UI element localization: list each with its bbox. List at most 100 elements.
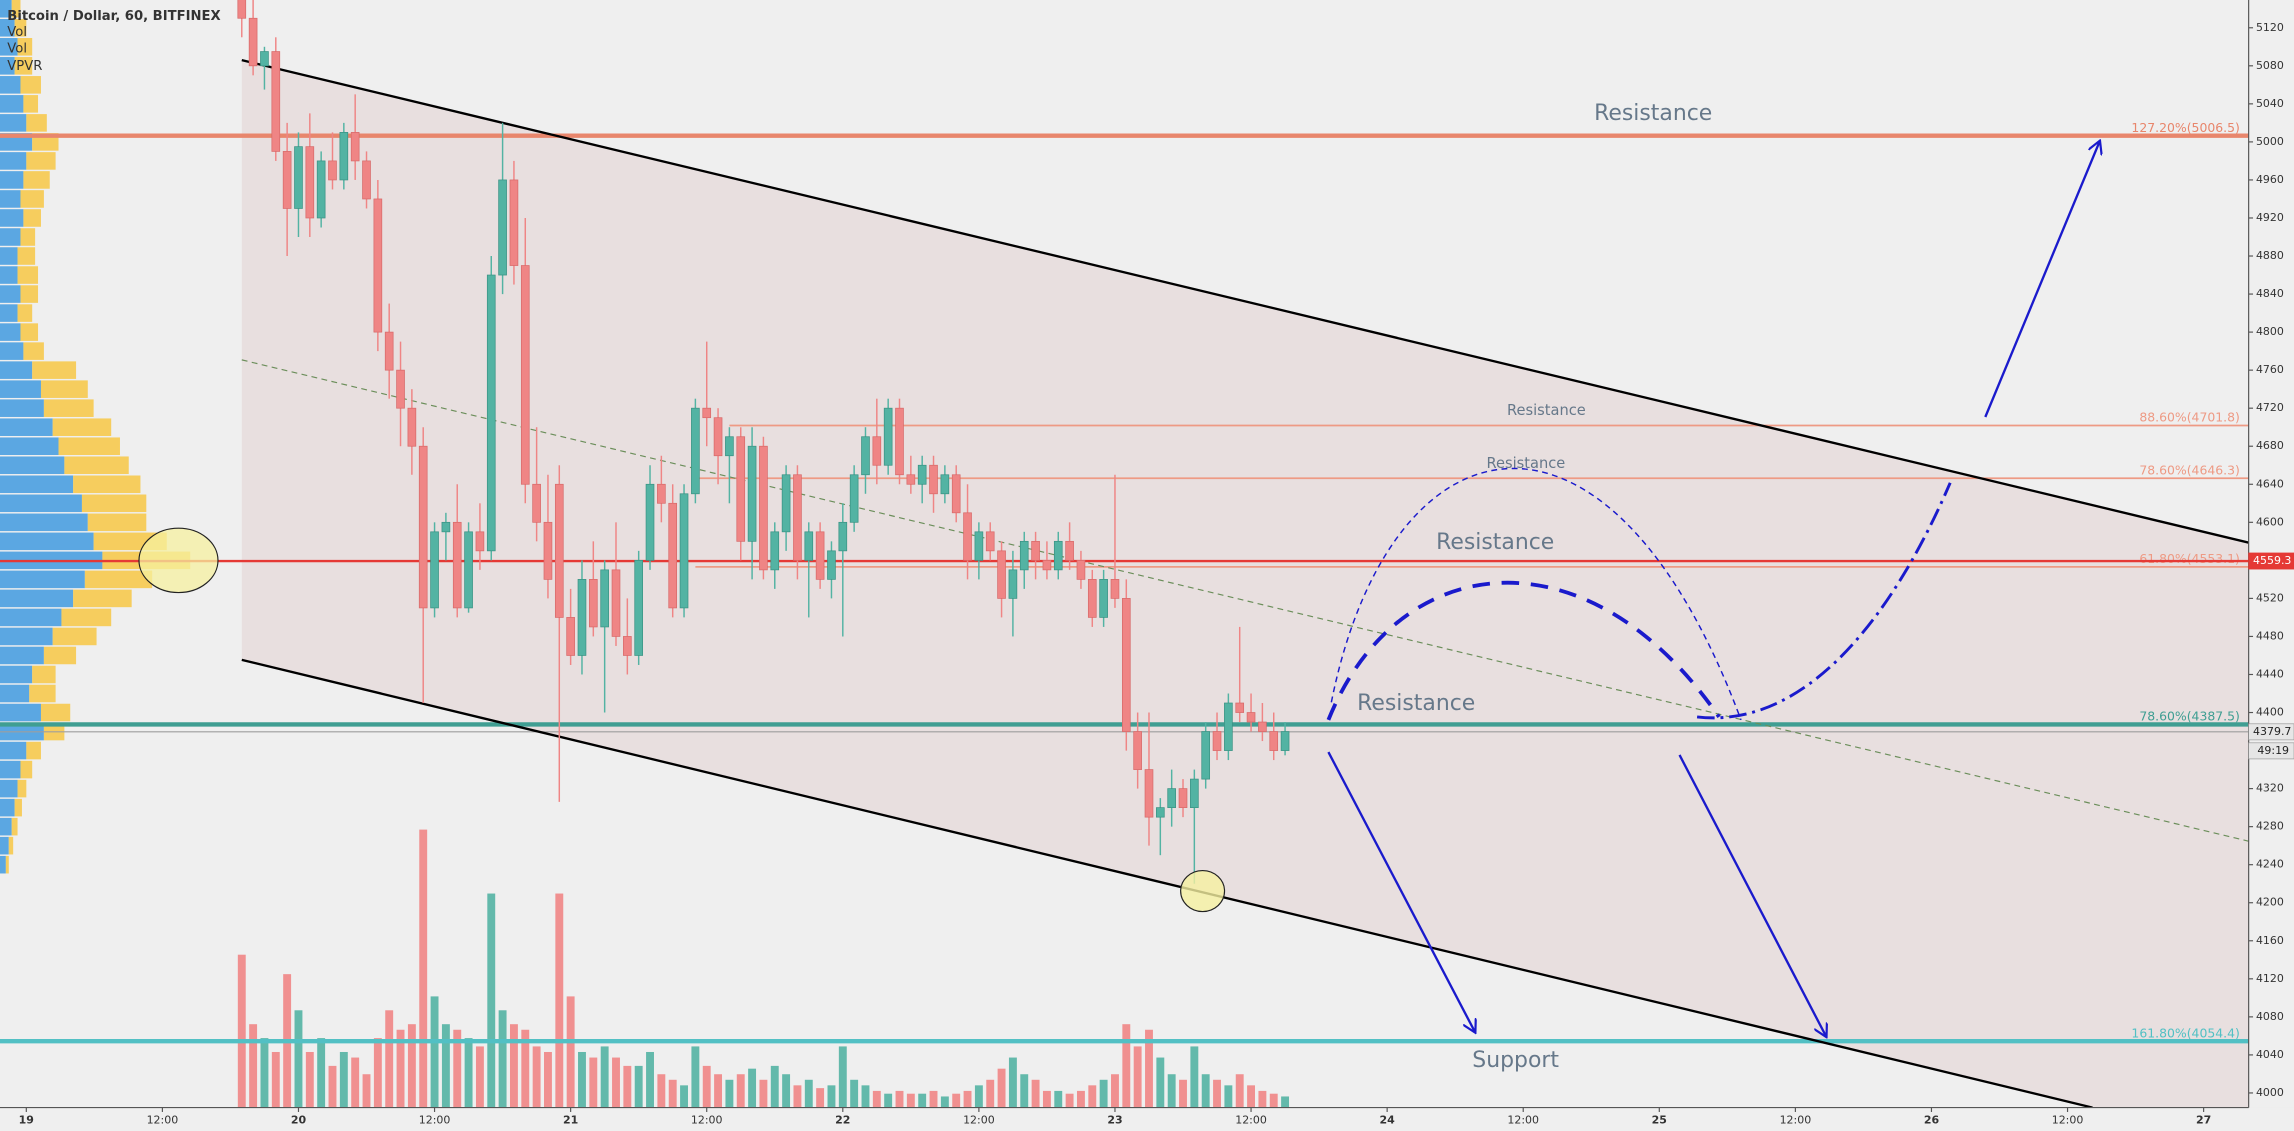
candle-body bbox=[260, 51, 269, 67]
candle-body bbox=[418, 445, 428, 609]
candle-body bbox=[350, 132, 360, 162]
candle-body bbox=[827, 550, 836, 580]
volume-bar bbox=[294, 1010, 303, 1108]
candle-body bbox=[271, 51, 281, 152]
volume-bar bbox=[1111, 1074, 1119, 1108]
candle-body bbox=[1065, 540, 1074, 561]
vpvr-up bbox=[0, 152, 27, 170]
volume-bar bbox=[623, 1065, 632, 1108]
volume-bar bbox=[1235, 1074, 1244, 1108]
vpvr-down bbox=[26, 114, 47, 132]
volume-bar bbox=[884, 1093, 893, 1108]
indicator-label: Vol bbox=[7, 41, 27, 56]
candle-body bbox=[282, 151, 292, 209]
candle-body bbox=[430, 531, 439, 609]
x-tick-label: 12:00 bbox=[963, 1114, 995, 1127]
volume-bar bbox=[657, 1074, 666, 1108]
vpvr-down bbox=[17, 266, 39, 284]
y-tick-label: 4440 bbox=[2256, 667, 2284, 680]
vpvr-up bbox=[0, 285, 21, 303]
volume-bar bbox=[578, 1051, 586, 1108]
y-tick-label: 4640 bbox=[2256, 477, 2284, 490]
y-tick-label: 4960 bbox=[2256, 173, 2284, 186]
candle-body bbox=[940, 474, 950, 495]
price-label-box bbox=[2248, 552, 2294, 570]
vpvr-down bbox=[5, 855, 9, 874]
vpvr-up bbox=[0, 399, 44, 417]
volume-bar bbox=[1247, 1085, 1256, 1108]
volume-bar bbox=[475, 1046, 484, 1108]
volume-bar bbox=[714, 1074, 723, 1108]
vpvr-up bbox=[0, 418, 53, 436]
x-tick-label: 12:00 bbox=[1507, 1114, 1539, 1127]
candle-body bbox=[951, 474, 961, 514]
x-tick-label: 20 bbox=[291, 1114, 307, 1127]
volume-bar bbox=[1076, 1090, 1085, 1108]
projection-curve bbox=[1326, 580, 1721, 721]
y-tick-label: 4680 bbox=[2256, 439, 2284, 452]
countdown-box bbox=[2248, 742, 2294, 760]
volume-bar bbox=[952, 1093, 961, 1108]
x-tick-label: 12:00 bbox=[1235, 1114, 1267, 1127]
indicator-label: VPVR bbox=[7, 59, 42, 74]
channel-fill bbox=[241, 60, 2249, 1108]
volume-bar bbox=[1201, 1074, 1210, 1108]
vpvr-up bbox=[0, 513, 88, 532]
volume-bar bbox=[1213, 1079, 1221, 1108]
volume-bar bbox=[1190, 1046, 1199, 1108]
volume-bar bbox=[986, 1079, 995, 1108]
price-label: 4559.3 bbox=[2253, 554, 2291, 567]
volume-bar bbox=[782, 1074, 791, 1108]
y-tick-label: 4520 bbox=[2256, 591, 2284, 604]
vpvr-down bbox=[84, 570, 153, 589]
chart-title: Bitcoin / Dollar, 60, BITFINEX bbox=[7, 9, 220, 24]
projection-arrow bbox=[1327, 751, 1474, 1031]
vpvr-down bbox=[17, 304, 33, 322]
candle-body bbox=[1246, 712, 1256, 723]
x-axis-panel bbox=[0, 1107, 2294, 1131]
y-tick-label: 4200 bbox=[2256, 896, 2284, 909]
volume-bar bbox=[487, 893, 496, 1108]
annotation: Resistance bbox=[1594, 101, 1712, 126]
volume-bar bbox=[1269, 1093, 1278, 1108]
volume-bar bbox=[498, 1010, 507, 1108]
vpvr-down bbox=[26, 152, 56, 170]
volume-bar bbox=[748, 1068, 757, 1108]
volume-bar bbox=[759, 1079, 768, 1108]
vpvr-down bbox=[43, 646, 77, 665]
candle-body bbox=[838, 521, 848, 552]
projection-arrow bbox=[1678, 754, 1826, 1036]
volume-bar bbox=[430, 996, 439, 1108]
y-tick-label: 4080 bbox=[2256, 1010, 2284, 1023]
vpvr-down bbox=[23, 171, 50, 189]
volume-bar bbox=[328, 1065, 337, 1108]
candle-body bbox=[486, 274, 496, 552]
vpvr-up bbox=[0, 684, 30, 703]
x-tick-label: 25 bbox=[1652, 1114, 1667, 1127]
candle-body bbox=[543, 521, 553, 580]
vpvr-up bbox=[0, 171, 24, 189]
candle-body bbox=[1156, 807, 1165, 818]
vpvr-up bbox=[0, 855, 6, 874]
volume-bar bbox=[793, 1085, 802, 1108]
candle-body bbox=[1212, 731, 1222, 751]
volume-bar bbox=[362, 1074, 371, 1108]
candle-body bbox=[1280, 731, 1290, 751]
candle-body bbox=[1110, 579, 1120, 599]
vpvr-up bbox=[0, 247, 18, 265]
candle-body bbox=[509, 179, 519, 266]
volume-bar bbox=[974, 1085, 983, 1108]
candle-body bbox=[974, 531, 984, 561]
vpvr-down bbox=[52, 627, 97, 646]
volume-bar bbox=[1224, 1085, 1233, 1108]
volume-bar bbox=[1031, 1079, 1040, 1108]
vpvr-up bbox=[0, 361, 33, 379]
candle-body bbox=[316, 160, 326, 219]
vpvr-down bbox=[73, 589, 132, 608]
indicator-label: Vol bbox=[7, 25, 27, 40]
candle-body bbox=[747, 445, 757, 542]
level-label: 127.20%(5006.5) bbox=[2131, 120, 2239, 135]
vpvr-up bbox=[0, 38, 18, 56]
vpvr-down bbox=[14, 798, 22, 817]
